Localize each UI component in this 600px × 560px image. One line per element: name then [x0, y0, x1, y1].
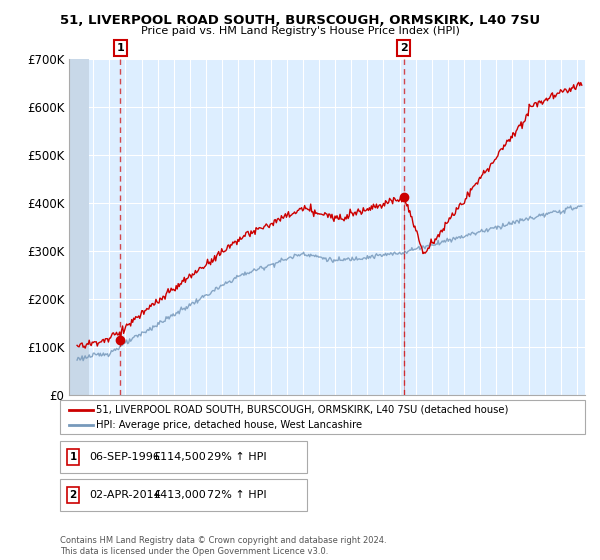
Text: HPI: Average price, detached house, West Lancashire: HPI: Average price, detached house, West… — [96, 419, 362, 430]
Text: 2: 2 — [70, 490, 77, 500]
Text: Contains HM Land Registry data © Crown copyright and database right 2024.
This d: Contains HM Land Registry data © Crown c… — [60, 536, 386, 556]
Text: 06-SEP-1996: 06-SEP-1996 — [89, 452, 160, 462]
Text: 29% ↑ HPI: 29% ↑ HPI — [207, 452, 266, 462]
Bar — [69, 59, 89, 395]
Text: £114,500: £114,500 — [153, 452, 206, 462]
Text: 51, LIVERPOOL ROAD SOUTH, BURSCOUGH, ORMSKIRK, L40 7SU: 51, LIVERPOOL ROAD SOUTH, BURSCOUGH, ORM… — [60, 14, 540, 27]
Text: 02-APR-2014: 02-APR-2014 — [89, 490, 161, 500]
Text: 72% ↑ HPI: 72% ↑ HPI — [207, 490, 266, 500]
Text: 2: 2 — [400, 43, 407, 53]
Text: 1: 1 — [116, 43, 124, 53]
Text: £413,000: £413,000 — [153, 490, 206, 500]
Text: 1: 1 — [70, 452, 77, 462]
Text: 51, LIVERPOOL ROAD SOUTH, BURSCOUGH, ORMSKIRK, L40 7SU (detached house): 51, LIVERPOOL ROAD SOUTH, BURSCOUGH, ORM… — [96, 405, 508, 415]
Text: Price paid vs. HM Land Registry's House Price Index (HPI): Price paid vs. HM Land Registry's House … — [140, 26, 460, 36]
